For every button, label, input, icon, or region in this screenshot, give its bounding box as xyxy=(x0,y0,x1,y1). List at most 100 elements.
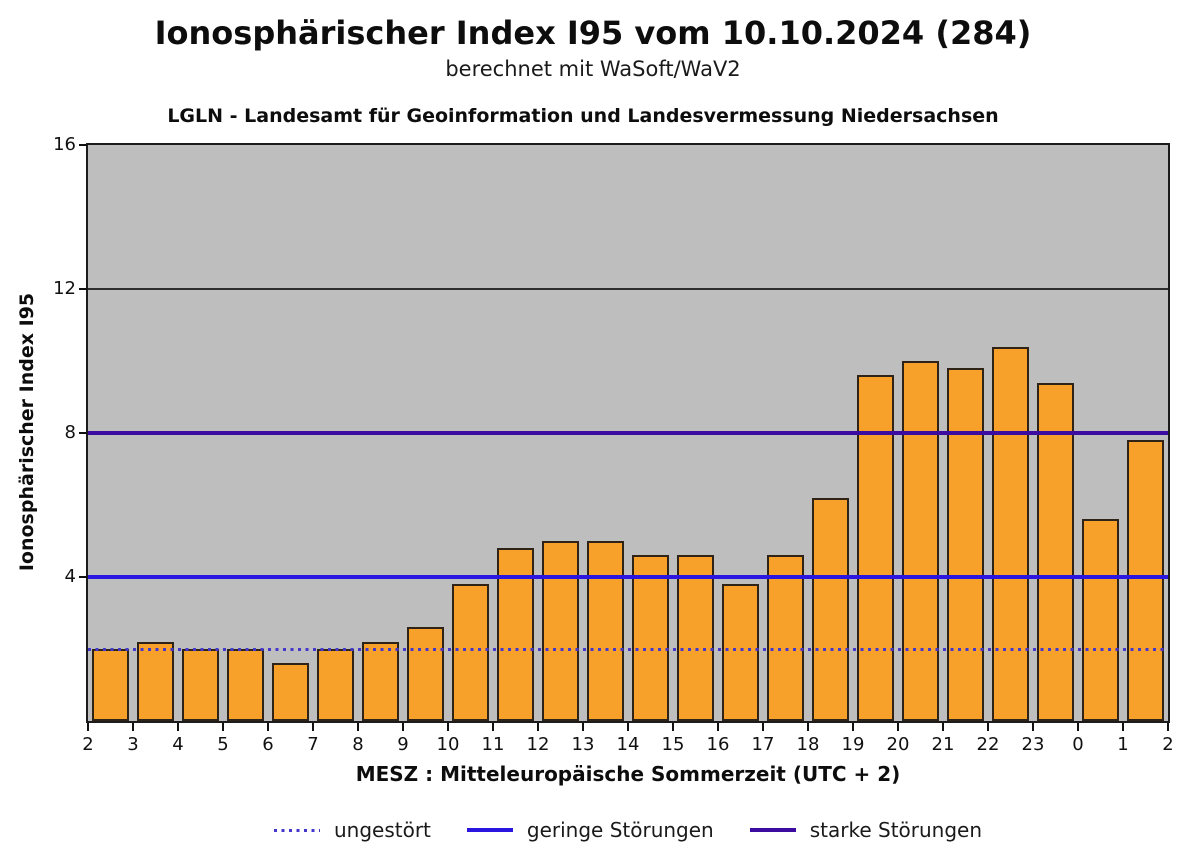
reference-line-2 xyxy=(88,648,1168,651)
legend-label-1: geringe Störungen xyxy=(526,818,714,842)
bar-20-21 xyxy=(902,361,939,721)
bar-18-19 xyxy=(812,498,849,721)
x-tick-label-12: 14 xyxy=(616,734,640,755)
x-tick-10 xyxy=(537,723,539,731)
bar-7-8 xyxy=(317,649,354,721)
x-tick-label-0: 2 xyxy=(82,734,94,755)
legend-item-2: starke Störungen xyxy=(749,818,983,842)
x-tick-label-16: 18 xyxy=(796,734,820,755)
y-tick-8 xyxy=(79,432,87,434)
reference-line-4 xyxy=(88,575,1168,579)
x-tick-18 xyxy=(897,723,899,731)
bar-14-15 xyxy=(632,555,669,721)
x-tick-20 xyxy=(987,723,989,731)
bar-17-18 xyxy=(767,555,804,721)
bar-15-16 xyxy=(677,555,714,721)
x-tick-label-18: 20 xyxy=(886,734,910,755)
x-tick-label-4: 6 xyxy=(262,734,274,755)
bar-23-0 xyxy=(1037,383,1074,721)
bar-22-23 xyxy=(992,347,1029,721)
y-tick-16 xyxy=(79,144,87,146)
legend-label-0: ungestört xyxy=(333,818,431,842)
x-tick-22 xyxy=(1077,723,1079,731)
y-tick-label-16: 16 xyxy=(53,134,76,155)
bar-6-7 xyxy=(272,663,309,721)
x-tick-0 xyxy=(87,723,89,731)
x-tick-label-6: 8 xyxy=(352,734,364,755)
bar-13-14 xyxy=(587,541,624,721)
x-tick-4 xyxy=(267,723,269,731)
x-tick-11 xyxy=(582,723,584,731)
x-tick-label-10: 12 xyxy=(526,734,550,755)
y-tick-label-8: 8 xyxy=(64,422,76,443)
bar-9-10 xyxy=(407,627,444,721)
x-axis-label: MESZ : Mitteleuropäische Sommerzeit (UTC… xyxy=(355,762,901,786)
x-tick-label-17: 19 xyxy=(841,734,865,755)
x-tick-15 xyxy=(762,723,764,731)
bar-4-5 xyxy=(182,649,219,721)
x-tick-14 xyxy=(717,723,719,731)
x-tick-2 xyxy=(177,723,179,731)
x-tick-17 xyxy=(852,723,854,731)
y-tick-label-4: 4 xyxy=(64,566,76,587)
x-tick-label-11: 13 xyxy=(571,734,595,755)
bar-21-22 xyxy=(947,368,984,721)
x-tick-label-13: 15 xyxy=(661,734,685,755)
bar-8-9 xyxy=(362,642,399,721)
x-tick-label-19: 21 xyxy=(931,734,955,755)
y-axis-tick-labels: 16 12 8 4 xyxy=(38,135,76,721)
bar-5-6 xyxy=(227,649,264,721)
bar-19-20 xyxy=(857,375,894,721)
x-tick-label-5: 7 xyxy=(307,734,319,755)
y-tick-label-12: 12 xyxy=(53,278,76,299)
bar-11-12 xyxy=(497,548,534,721)
chart-title: Ionosphärischer Index I95 vom 10.10.2024… xyxy=(154,14,1032,52)
x-tick-6 xyxy=(357,723,359,731)
x-axis-ticks: 2 3 4 5 6 7 8 9 10 11 12 13 14 15 16 17 18 19 20 21 22 23 0 1 2 xyxy=(82,723,1174,763)
x-tick-9 xyxy=(492,723,494,731)
x-tick-24 xyxy=(1167,723,1169,731)
x-tick-5 xyxy=(312,723,314,731)
x-tick-label-23: 1 xyxy=(1117,734,1129,755)
y-tick-4 xyxy=(79,576,87,578)
legend-swatch-solid-line xyxy=(749,828,796,832)
x-tick-7 xyxy=(402,723,404,731)
x-tick-label-21: 23 xyxy=(1021,734,1045,755)
x-tick-12 xyxy=(627,723,629,731)
x-tick-label-14: 16 xyxy=(706,734,730,755)
x-tick-21 xyxy=(1032,723,1034,731)
legend-label-2: starke Störungen xyxy=(809,818,983,842)
x-tick-1 xyxy=(132,723,134,731)
plot-area xyxy=(88,145,1168,721)
x-tick-label-7: 9 xyxy=(397,734,409,755)
legend-swatch-dotted-line xyxy=(273,828,320,832)
x-tick-label-22: 0 xyxy=(1072,734,1084,755)
x-tick-label-8: 10 xyxy=(436,734,460,755)
bar-2-3 xyxy=(92,649,129,721)
bar-3-4 xyxy=(137,642,174,721)
x-tick-3 xyxy=(222,723,224,731)
x-tick-label-20: 22 xyxy=(976,734,1000,755)
x-tick-13 xyxy=(672,723,674,731)
bar-12-13 xyxy=(542,541,579,721)
bar-1-2 xyxy=(1127,440,1164,721)
x-tick-8 xyxy=(447,723,449,731)
bar-10-11 xyxy=(452,584,489,721)
axes-title: LGLN - Landesamt für Geoinformation und … xyxy=(167,105,999,127)
chart-subtitle: berechnet mit WaSoft/WaV2 xyxy=(445,57,741,81)
x-tick-label-3: 5 xyxy=(217,734,229,755)
legend-item-1: geringe Störungen xyxy=(466,818,714,842)
x-tick-23 xyxy=(1122,723,1124,731)
x-tick-16 xyxy=(807,723,809,731)
x-tick-label-24: 2 xyxy=(1162,734,1174,755)
bar-0-1 xyxy=(1082,519,1119,721)
legend-swatch-solid-line xyxy=(466,828,513,832)
x-tick-19 xyxy=(942,723,944,731)
x-tick-label-2: 4 xyxy=(172,734,184,755)
x-tick-label-9: 11 xyxy=(481,734,505,755)
y-axis-ticks xyxy=(79,144,87,721)
grid-line-12 xyxy=(88,288,1168,290)
bar-16-17 xyxy=(722,584,759,721)
legend-item-0: ungestört xyxy=(273,818,431,842)
